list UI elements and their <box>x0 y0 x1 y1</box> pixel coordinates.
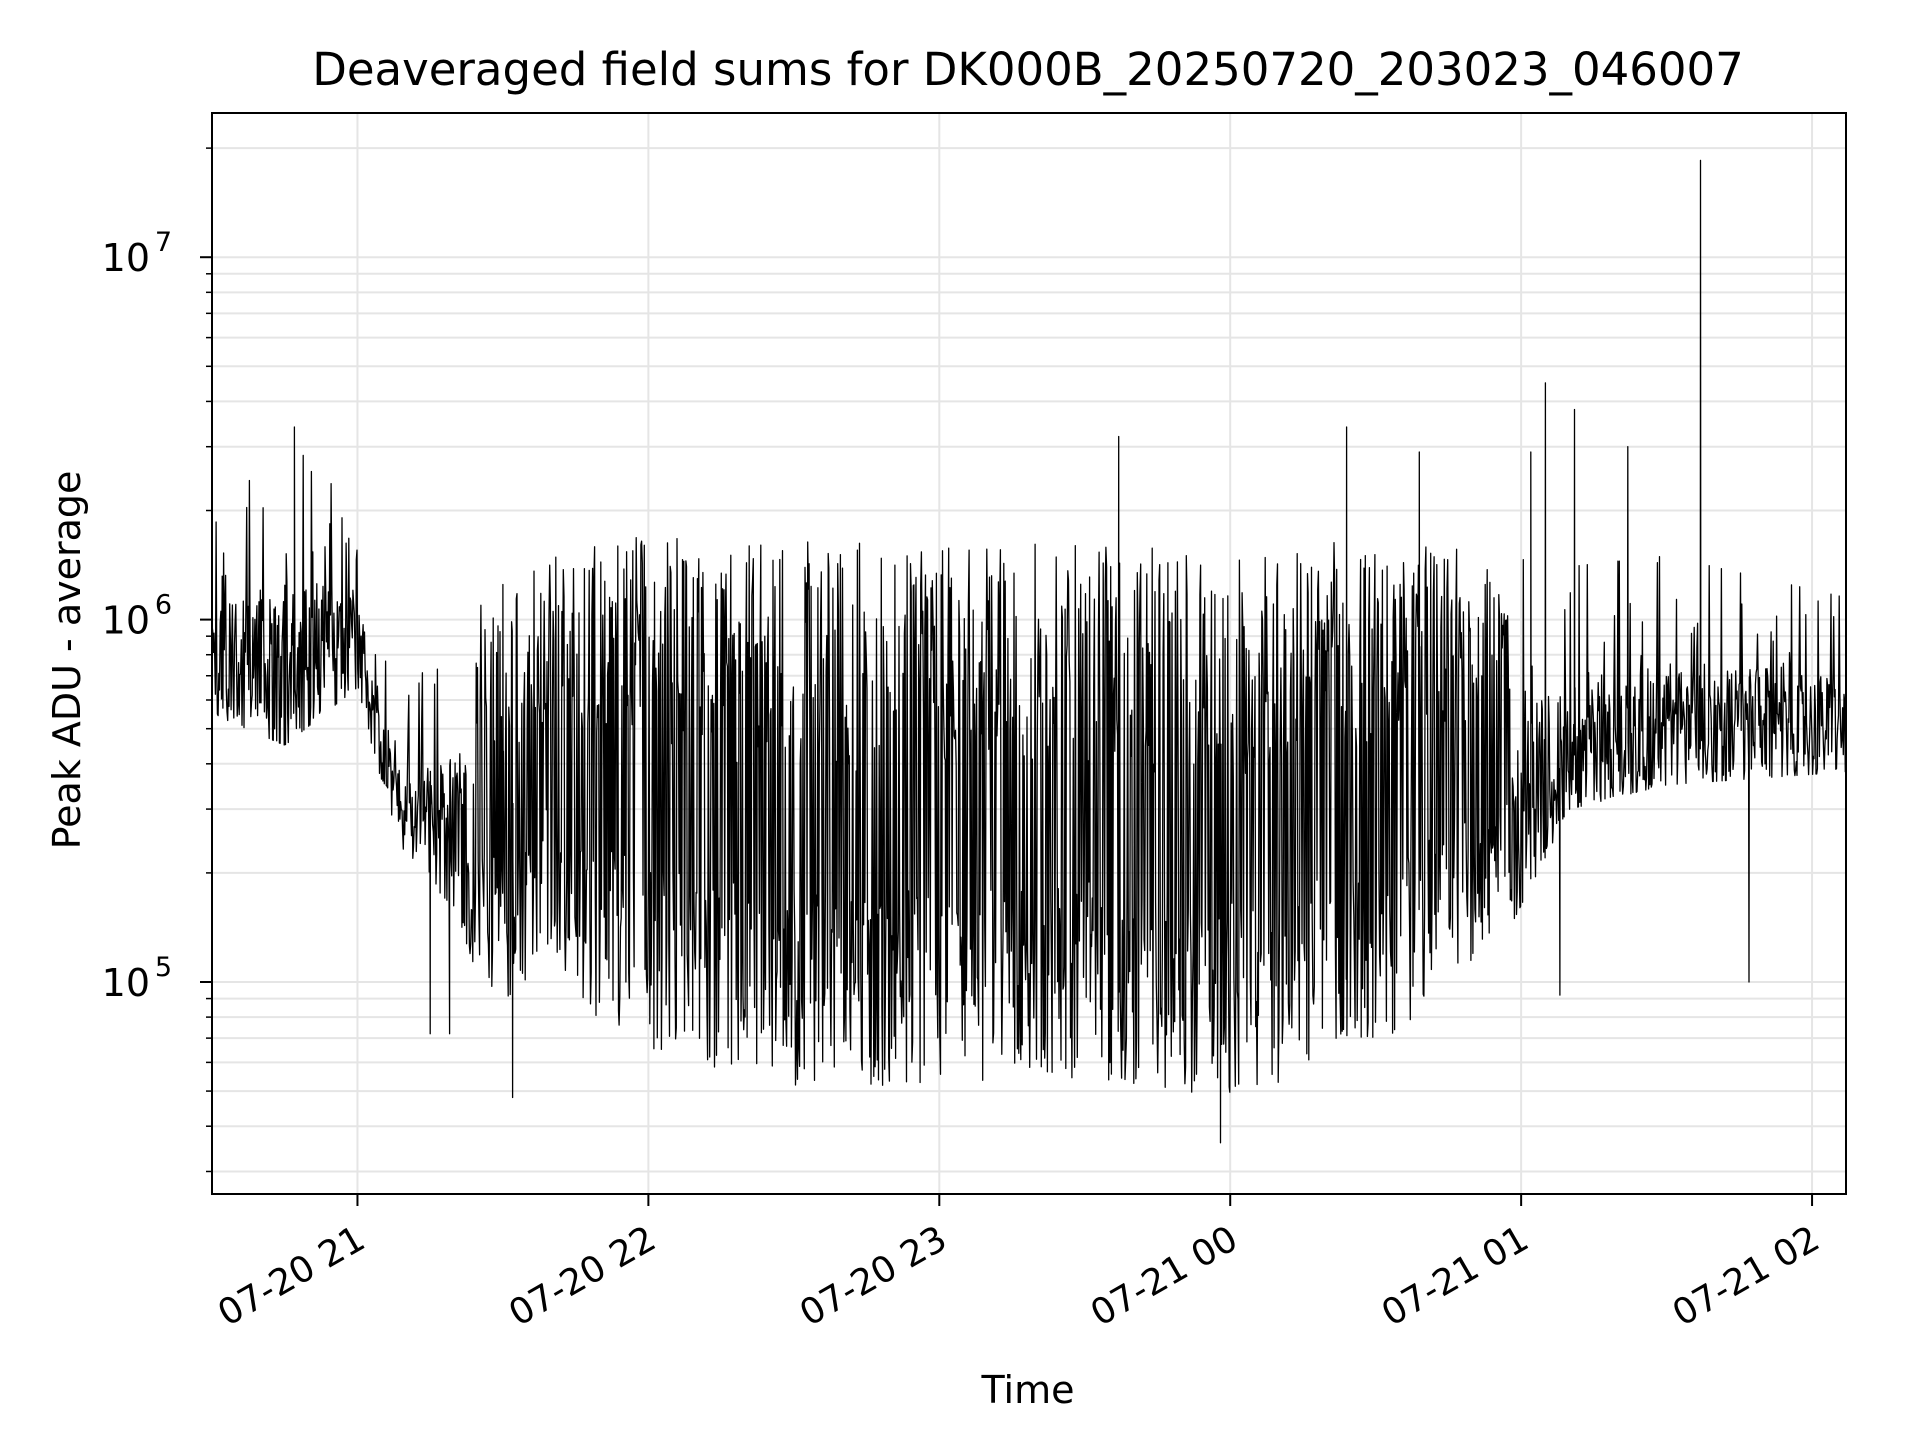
y-tick-exponent: 7 <box>155 227 172 258</box>
y-axis-label: Peak ADU - average <box>45 471 89 850</box>
series-line <box>211 159 1847 1144</box>
y-tick-exponent: 6 <box>155 590 172 621</box>
chart-title: Deaveraged field sums for DK000B_2025072… <box>312 43 1744 96</box>
y-tick-base: 10 <box>102 961 150 1005</box>
y-tick-label: 10 7 <box>102 227 172 280</box>
series-path <box>211 159 1847 1144</box>
y-tick-base: 10 <box>102 236 150 280</box>
plot-frame <box>211 112 1847 1195</box>
y-tick-label: 10 5 <box>102 952 172 1005</box>
y-tick-exponent: 5 <box>155 952 172 983</box>
y-tick-base: 10 <box>102 599 150 643</box>
x-axis-label: Time <box>981 1368 1075 1412</box>
y-tick-label: 10 6 <box>102 590 172 643</box>
